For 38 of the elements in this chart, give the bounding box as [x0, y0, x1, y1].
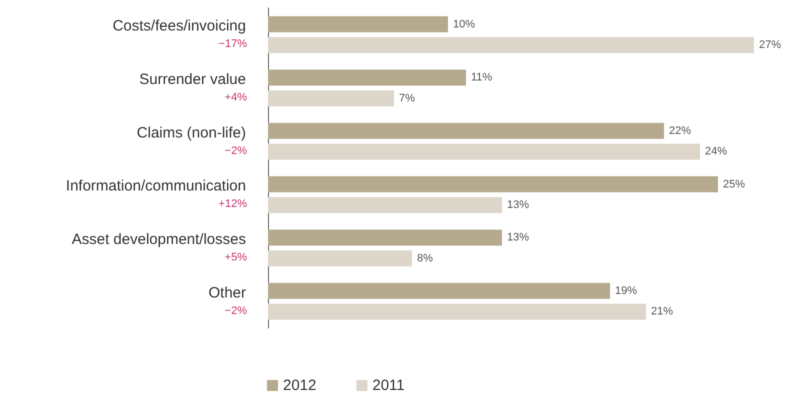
bar [268, 230, 502, 246]
y-tick-label: Asset development/losses [72, 231, 246, 248]
y-tick-label: Other [208, 284, 246, 302]
bar [268, 122, 664, 139]
legend-label: 2012 [283, 377, 316, 394]
bar [268, 16, 448, 32]
data-label: 25% [723, 178, 746, 190]
bar [268, 282, 610, 299]
bar [268, 304, 646, 320]
data-label: 22% [669, 124, 692, 137]
bar [268, 197, 502, 214]
bar [268, 37, 754, 54]
bar [268, 90, 394, 106]
data-label: 13% [507, 199, 530, 212]
text: +5% [224, 252, 248, 264]
legend-label: 2011 [372, 377, 405, 394]
y-tick-label: Information/communication [66, 178, 246, 195]
data-label: 10% [453, 18, 476, 30]
data-label: 7% [399, 92, 416, 104]
bar [268, 250, 412, 266]
bar [268, 176, 718, 192]
text: −2% [224, 304, 248, 317]
text: +12% [218, 198, 248, 210]
bar [268, 70, 466, 86]
y-tick-label: Surrender value [139, 71, 246, 88]
data-label: 24% [705, 146, 728, 158]
data-label: 11% [471, 72, 492, 84]
data-label: 8% [417, 252, 434, 264]
y-tick-label: Costs/fees/invoicing [112, 18, 246, 35]
text: +4% [224, 92, 248, 104]
y-tick-label: Claims (non-life) [136, 124, 246, 142]
bar [268, 144, 700, 160]
data-label: 21% [651, 306, 674, 318]
data-label: 19% [615, 284, 638, 297]
text: −2% [224, 144, 248, 157]
data-label: 13% [507, 232, 530, 244]
text: −17% [218, 38, 248, 50]
data-label: 27% [759, 39, 782, 52]
